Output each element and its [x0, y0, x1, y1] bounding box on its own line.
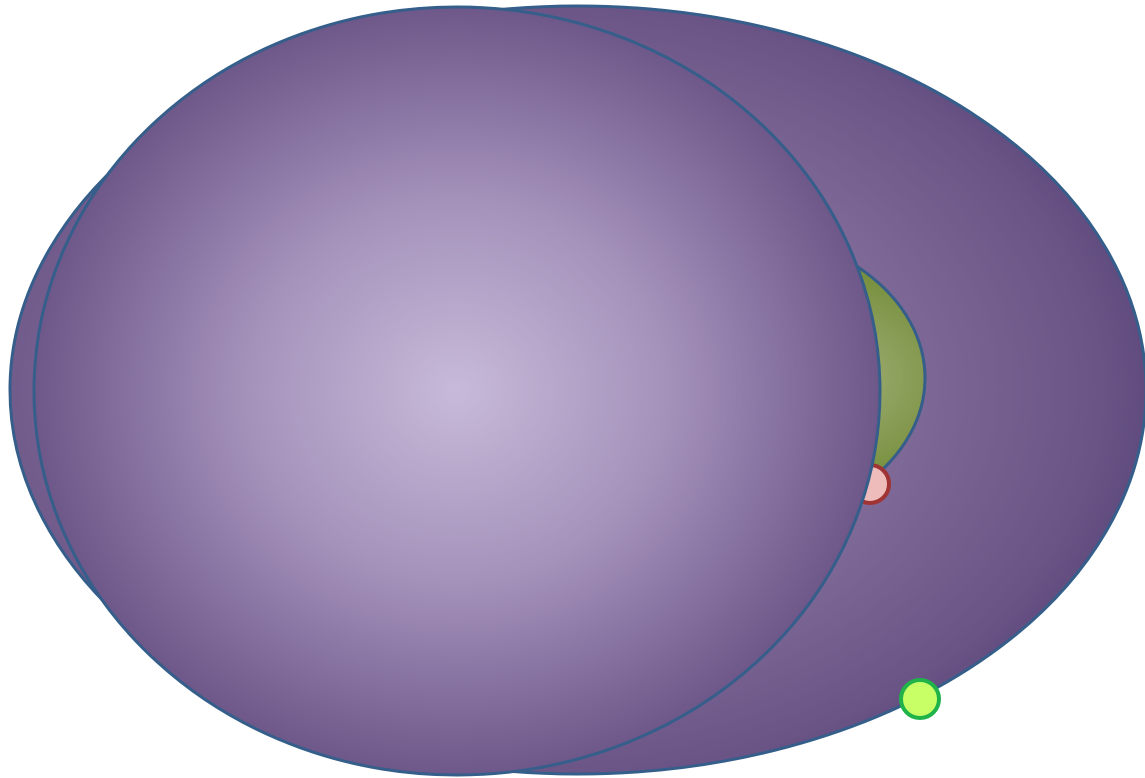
front-sphere-ellipse [32, 5, 882, 777]
lime-handle-dot[interactable] [899, 678, 941, 720]
